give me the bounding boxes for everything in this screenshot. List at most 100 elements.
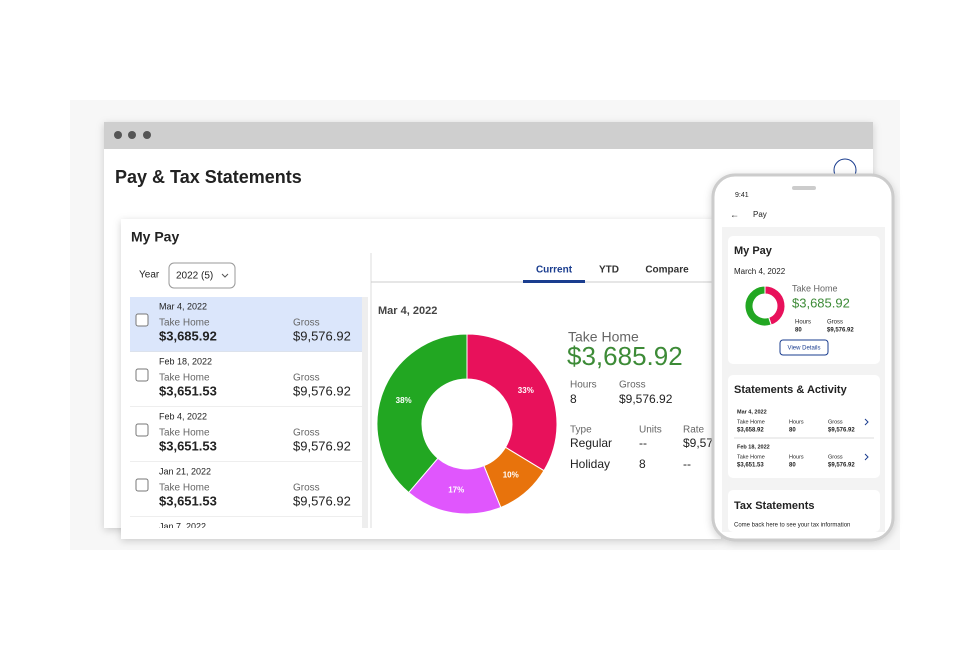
take-home: $3,651.53 — [159, 438, 217, 453]
dot — [128, 131, 136, 139]
status-time: 9:41 — [735, 192, 749, 199]
take-home: $3,658.92 — [737, 428, 764, 434]
tax-text: Come back here to see your tax informati… — [734, 523, 850, 529]
chevron — [221, 273, 229, 278]
table-cell: Holiday — [570, 457, 610, 471]
take-home-label: Take Home — [159, 318, 210, 329]
tab[interactable]: Current — [536, 265, 573, 276]
statement-row[interactable]: Mar 4, 2022 Take Home$3,685.92 Gross$9,576… — [130, 297, 362, 353]
gross: $9,576.92 — [827, 328, 854, 334]
table-header: Rate — [683, 425, 705, 436]
take-home-label: Take Home — [159, 483, 210, 494]
gross: $9,576.92 — [293, 328, 351, 343]
tab[interactable]: Compare — [645, 265, 689, 276]
gross-label: Gross — [293, 318, 320, 329]
phone-donut — [744, 285, 786, 327]
view-details-button[interactable] — [779, 339, 829, 356]
phone-card — [728, 375, 880, 478]
statement-row[interactable]: Jan 21, 2022 Take Home$3,651.53 Gross$9,57… — [130, 462, 362, 518]
row-bg — [130, 297, 362, 352]
take-home: $3,685.92 — [567, 341, 683, 371]
year-select[interactable] — [168, 262, 236, 289]
take-home: $3,651.53 — [159, 383, 217, 398]
statement-row[interactable]: Feb 4, 2022 Take Home$3,651.53 Gross$9,576… — [130, 407, 362, 463]
take-home-label: Take Home — [737, 419, 765, 425]
tab[interactable]: YTD — [599, 265, 619, 276]
chevron — [864, 418, 869, 426]
gross-label: Gross — [828, 419, 843, 425]
hours: 80 — [789, 463, 796, 469]
row-bg — [130, 407, 362, 462]
phone-card-title: My Pay — [734, 245, 773, 257]
phone-header: Pay — [753, 210, 767, 219]
checkbox[interactable] — [135, 423, 149, 437]
dot — [143, 131, 151, 139]
row-bg — [130, 352, 362, 407]
table-cell: $9,57 — [683, 436, 713, 450]
donut-label: 10% — [503, 471, 519, 480]
card-title: My Pay — [131, 229, 179, 245]
back-arrow[interactable]: ← — [730, 209, 739, 219]
gross: $9,576.92 — [293, 493, 351, 508]
take-home: $3,651.53 — [737, 463, 764, 469]
year-value: 2022 (5) — [176, 271, 213, 282]
take-home: $3,651.53 — [159, 493, 217, 508]
take-home: $3,685.92 — [159, 328, 217, 343]
donut: 33% 10% 17% 38% — [376, 333, 558, 515]
hours: 80 — [789, 428, 796, 434]
hours-label: Hours — [789, 454, 804, 460]
gross: $9,576.92 — [293, 438, 351, 453]
row-date: Jan 7, 2022 — [159, 521, 206, 531]
dot — [114, 131, 122, 139]
donut-segment — [744, 285, 772, 327]
gross-label: Gross — [293, 483, 320, 494]
checkbox[interactable] — [135, 478, 149, 492]
scrollbar — [362, 297, 368, 528]
activity-title: Statements & Activity — [734, 384, 848, 396]
activity-row[interactable]: Feb 18, 2022 Take Home $3,651.53 Hours 80 Gro… — [737, 444, 869, 469]
table-cell: Regular — [570, 436, 612, 450]
gross-label: Gross — [293, 428, 320, 439]
statement-row[interactable]: Jan 7, 2022 — [130, 517, 362, 572]
gross: $9,576.92 — [619, 392, 673, 406]
page-title: Pay & Tax Statements — [115, 167, 302, 187]
table-cell: -- — [683, 457, 691, 471]
chevron — [864, 453, 869, 461]
checkbox[interactable] — [135, 368, 149, 382]
take-home-label: Take Home — [792, 283, 838, 293]
row-date: Mar 4, 2022 — [737, 409, 767, 415]
table-header: Type — [570, 425, 592, 436]
phone-card — [728, 490, 880, 532]
hours: 80 — [795, 328, 802, 334]
donut-label: 33% — [518, 386, 534, 395]
title-bar — [104, 122, 873, 149]
pay-table: Type Units Rate Regular -- $9,57 Holiday 8 -- — [570, 425, 713, 472]
donut-segment — [376, 333, 468, 494]
take-home-label: Take Home — [737, 454, 765, 460]
take-home-label: Take Home — [159, 428, 210, 439]
activity-list: Mar 4, 2022 Take Home $3,658.92 Hours 80 Gros… — [734, 409, 874, 469]
take-home-label: Take Home — [159, 373, 210, 384]
row-bg — [130, 517, 362, 528]
statement-row[interactable]: Feb 18, 2022 Take Home$3,651.53 Gross$9,57… — [130, 352, 362, 408]
gross: $9,576.92 — [828, 428, 855, 434]
activity-row[interactable]: Mar 4, 2022 Take Home $3,658.92 Hours 80 Gros… — [734, 409, 874, 439]
donut-label: 38% — [396, 396, 412, 405]
hours: 8 — [570, 392, 577, 406]
hours-label: Hours — [789, 419, 804, 425]
gross: $9,576.92 — [293, 383, 351, 398]
tab-indicator — [523, 280, 585, 283]
row-date: Feb 4, 2022 — [159, 411, 207, 421]
gross-label: Gross — [293, 373, 320, 384]
phone-card — [728, 236, 880, 364]
row-date: Mar 4, 2022 — [159, 301, 207, 311]
gross-label: Gross — [827, 320, 843, 326]
table-cell: 8 — [639, 457, 646, 471]
detail-date: Mar 4, 2022 — [378, 305, 437, 317]
hours-label: Hours — [570, 380, 597, 391]
gross-label: Gross — [828, 454, 843, 460]
checkbox[interactable] — [135, 313, 149, 327]
take-home-label: Take Home — [568, 329, 639, 345]
